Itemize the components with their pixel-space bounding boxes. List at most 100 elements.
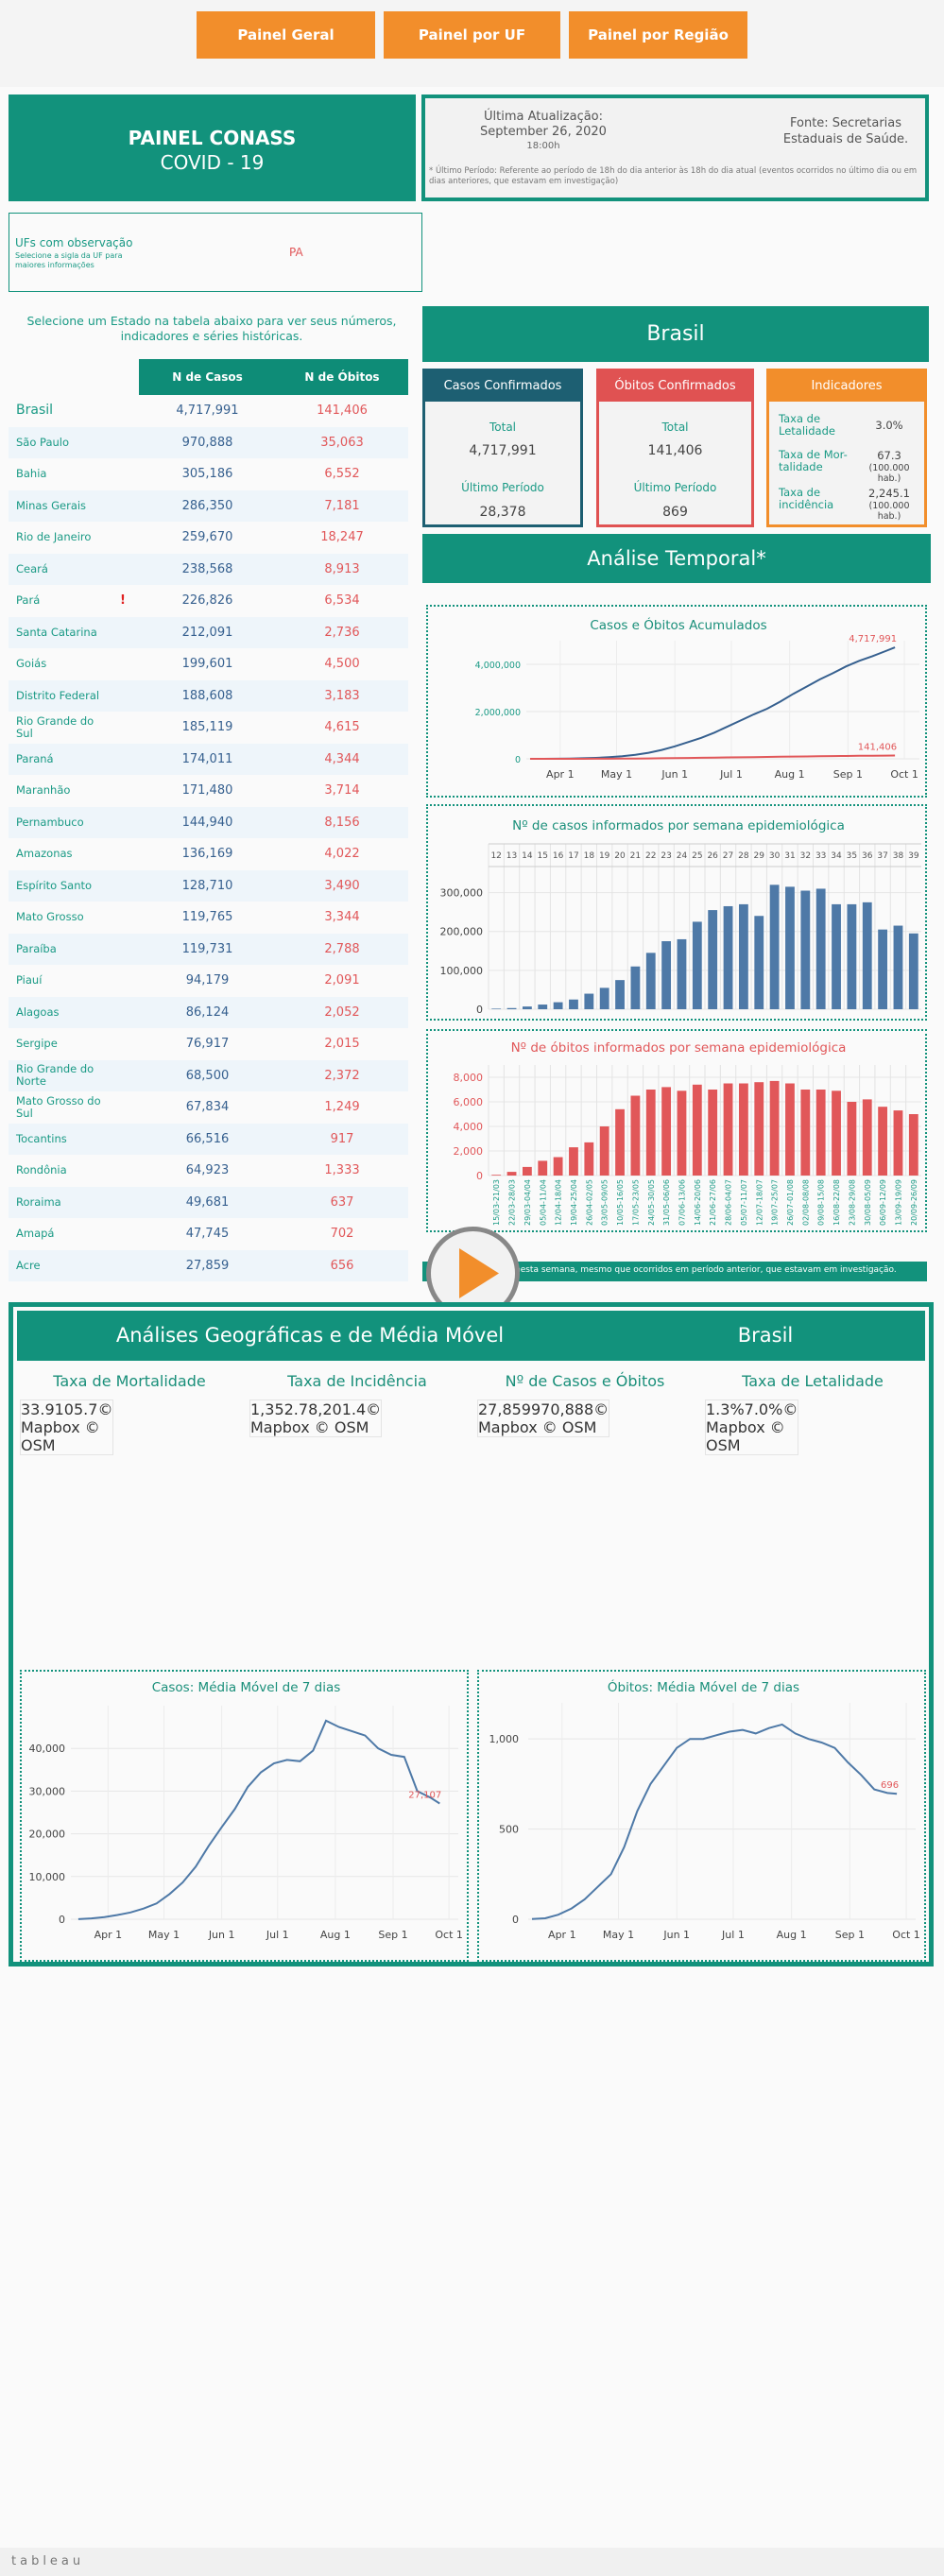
state-name: Goiás xyxy=(16,657,47,671)
cases: 94,179 xyxy=(185,973,230,987)
table-row[interactable]: Goiás 199,601 4,500 xyxy=(9,648,408,680)
state-name: Mato Grosso xyxy=(16,910,84,924)
bar xyxy=(723,1083,733,1176)
x-tick-label: Oct 1 xyxy=(435,1929,463,1941)
indicator-value: 2,245.1 xyxy=(868,487,910,500)
deaths: 6,552 xyxy=(324,467,360,481)
table-row[interactable]: Pernambuco 144,940 8,156 xyxy=(9,806,408,838)
nav-button[interactable]: Painel Geral xyxy=(197,11,375,59)
cases: 47,745 xyxy=(185,1227,230,1241)
cases: 212,091 xyxy=(181,625,233,640)
legend-label: 7.0% xyxy=(744,1400,783,1418)
footnote: * Último Período: Referente ao período d… xyxy=(429,166,918,186)
map-title: Nº de Casos e Óbitos xyxy=(505,1372,665,1390)
x-tick-label: 26/07-01/08 xyxy=(786,1179,795,1226)
x-tick-label: May 1 xyxy=(603,1929,634,1941)
x-tick-label: 12/07-18/07 xyxy=(755,1179,764,1226)
uf-link[interactable]: PA xyxy=(289,246,303,259)
bar xyxy=(522,1006,532,1009)
table-row[interactable]: Rio Grande do Sul 185,119 4,615 xyxy=(9,712,408,744)
table-row[interactable]: Alagoas 86,124 2,052 xyxy=(9,996,408,1028)
series-line xyxy=(530,754,896,760)
table-row[interactable]: Minas Gerais 286,350 7,181 xyxy=(9,489,408,522)
x-tick-label: Jun 1 xyxy=(208,1929,235,1941)
column-header: N de Casos xyxy=(172,370,243,384)
x-tick-label: Sep 1 xyxy=(378,1929,407,1941)
bar xyxy=(908,933,918,1009)
x-tick-label: 13/09-19/09 xyxy=(894,1179,902,1226)
state-name: Rondônia xyxy=(16,1163,67,1177)
indicator-unit: (100.000 hab.) xyxy=(868,463,910,484)
nav-button[interactable]: Painel por UF xyxy=(384,11,560,59)
table-row[interactable]: Pará 226,826 6,534! xyxy=(9,585,408,617)
card-title: Óbitos Confirmados xyxy=(599,371,751,402)
table-row[interactable]: Maranhão 171,480 3,714 xyxy=(9,775,408,807)
deaths: 35,063 xyxy=(320,435,364,450)
deaths: 6,534 xyxy=(324,593,360,608)
x-tick-label: Oct 1 xyxy=(892,1929,920,1941)
map-title: Taxa de Mortalidade xyxy=(53,1372,206,1390)
table-row[interactable]: Brasil 4,717,991 141,406 xyxy=(9,395,408,427)
deaths: 3,183 xyxy=(324,688,360,703)
x-tick-label: 18 xyxy=(584,851,595,861)
bar xyxy=(630,966,641,1009)
table-row[interactable]: Piauí 94,179 2,091 xyxy=(9,965,408,997)
table-row[interactable]: Sergipe 76,917 2,015 xyxy=(9,1028,408,1060)
x-tick-label: 16/08-22/08 xyxy=(832,1179,841,1226)
map-credit: © Mapbox © OSM xyxy=(478,1400,609,1436)
update-label: Última Atualização: xyxy=(483,110,604,124)
table-row[interactable]: Ceará 238,568 8,913 xyxy=(9,553,408,585)
table-row[interactable]: São Paulo 970,888 35,063 xyxy=(9,426,408,458)
state-name: Rio de Janeiro xyxy=(16,530,92,544)
table-row[interactable]: Santa Catarina 212,091 2,736 xyxy=(9,616,408,648)
bar xyxy=(769,1080,780,1176)
x-tick-label: 32 xyxy=(800,851,811,861)
indicator-label: Taxa de Letalidade xyxy=(779,412,835,438)
table-row[interactable]: Roraima 49,681 637 xyxy=(9,1186,408,1218)
cases: 286,350 xyxy=(181,498,233,513)
table-row[interactable]: Paraíba 119,731 2,788 xyxy=(9,933,408,965)
card-label: Total xyxy=(489,421,517,434)
brasil-banner: Brasil xyxy=(422,306,929,362)
nav-button[interactable]: Painel por Região xyxy=(569,11,747,59)
deaths: 7,181 xyxy=(324,498,360,513)
data-label: 4,717,991 xyxy=(849,634,897,644)
cases: 188,608 xyxy=(181,688,233,703)
table-header: N de Casos N de Óbitos xyxy=(139,359,408,395)
chart-title: Casos e Óbitos Acumulados xyxy=(590,616,766,633)
table-row[interactable]: Tocantins 66,516 917 xyxy=(9,1123,408,1155)
bar xyxy=(800,1090,811,1176)
state-name: Roraima xyxy=(16,1194,61,1209)
chart-title: Nº de casos informados por semana epidem… xyxy=(512,818,845,833)
x-tick-label: 23/08-29/08 xyxy=(848,1179,856,1226)
map: 1.3%7.0%© Mapbox © OSM xyxy=(705,1400,799,1455)
deaths: 3,714 xyxy=(324,783,360,798)
table-row[interactable]: Mato Grosso 119,765 3,344 xyxy=(9,902,408,934)
bar xyxy=(800,890,811,1009)
table-row[interactable]: Distrito Federal 188,608 3,183 xyxy=(9,679,408,712)
table-row[interactable]: Paraná 174,011 4,344 xyxy=(9,743,408,775)
bar xyxy=(584,1142,594,1176)
state-name: Santa Catarina xyxy=(16,625,97,639)
map-title: Taxa de Incidência xyxy=(287,1372,427,1390)
table-row[interactable]: Rio de Janeiro 259,670 18,247 xyxy=(9,522,408,554)
deaths: 8,156 xyxy=(324,815,360,830)
data-label: 696 xyxy=(881,1780,899,1791)
bar xyxy=(908,1114,918,1176)
table-row[interactable]: Mato Grosso do Sul 67,834 1,249 xyxy=(9,1091,408,1124)
y-tick-label: 40,000 xyxy=(29,1743,66,1755)
x-tick-label: Aug 1 xyxy=(775,768,805,781)
x-tick-label: 14 xyxy=(522,851,533,861)
table-row[interactable]: Rondônia 64,923 1,333 xyxy=(9,1155,408,1187)
table-row[interactable]: Amazonas 136,169 4,022 xyxy=(9,838,408,870)
x-tick-label: Jul 1 xyxy=(719,768,743,781)
table-row[interactable]: Espírito Santo 128,710 3,490 xyxy=(9,869,408,902)
bar xyxy=(645,953,656,1009)
cases: 970,888 xyxy=(181,435,233,450)
table-row[interactable]: Acre 27,859 656 xyxy=(9,1249,408,1281)
table-row[interactable]: Bahia 305,186 6,552 xyxy=(9,458,408,490)
table-row[interactable]: Amapá 47,745 702 xyxy=(9,1218,408,1250)
bar xyxy=(815,888,826,1009)
table-row[interactable]: Rio Grande do Norte 68,500 2,372 xyxy=(9,1059,408,1091)
x-tick-label: 30/08-05/09 xyxy=(864,1179,872,1226)
